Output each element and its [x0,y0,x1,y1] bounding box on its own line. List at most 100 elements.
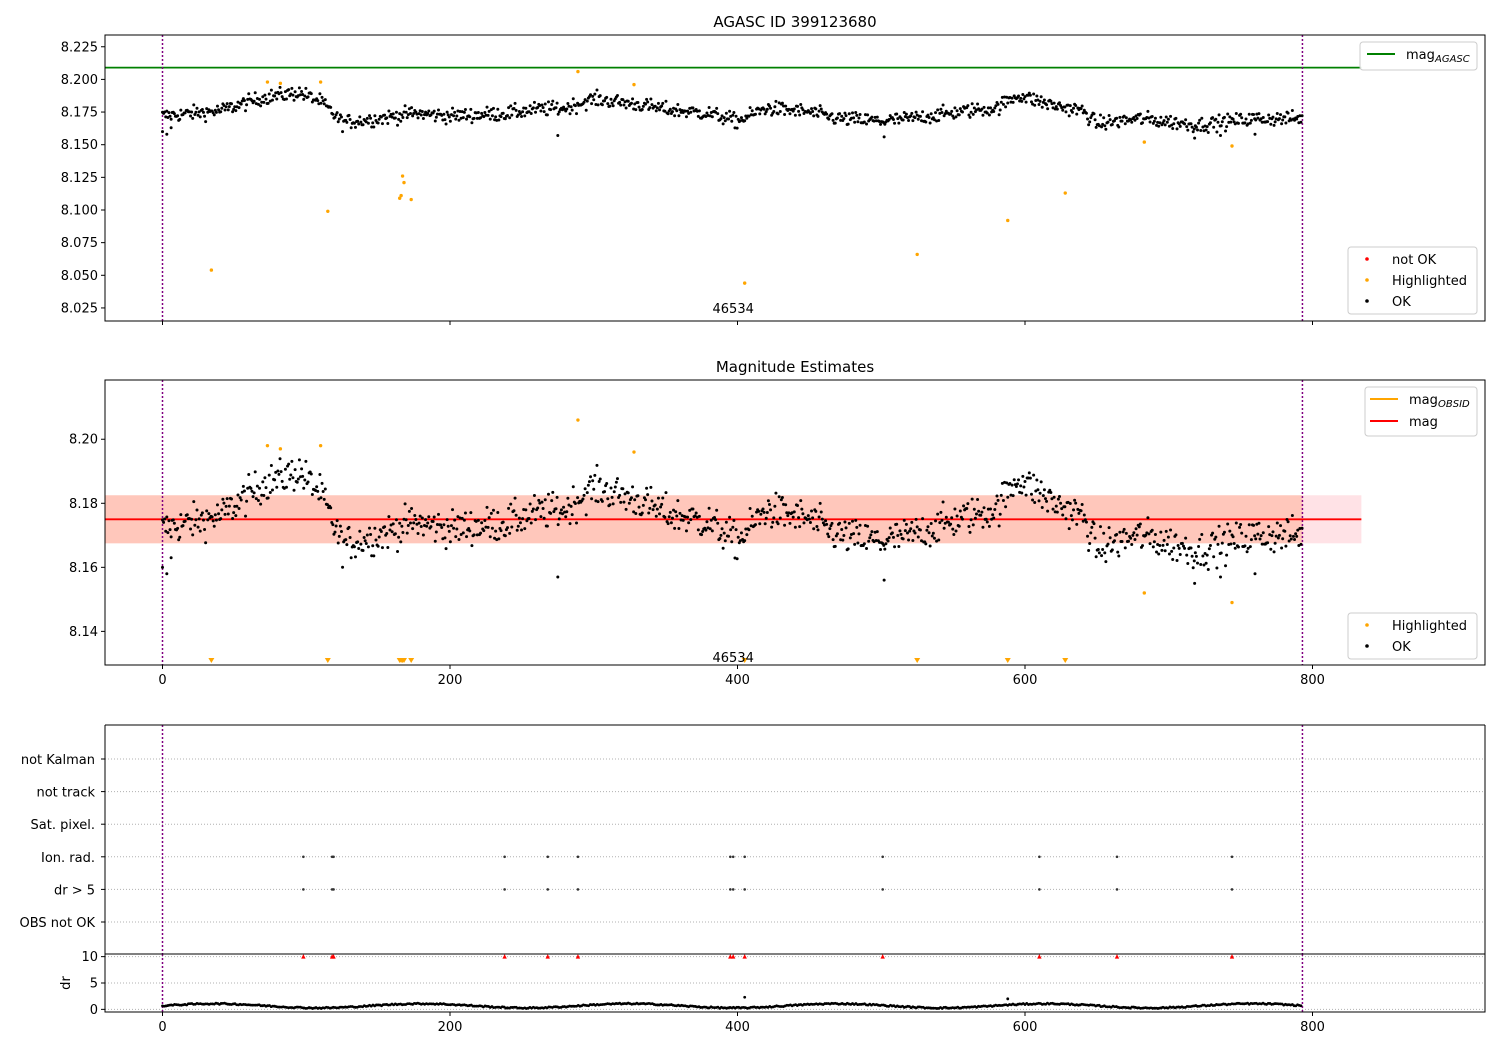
ok-point [715,106,719,110]
ok-point [1261,116,1265,120]
x-tick-label: 400 [725,673,750,688]
ok-point [234,514,238,518]
ok-point [486,113,490,117]
ok-point [1298,526,1302,530]
ok-point [769,106,773,110]
ok-point [183,111,187,115]
ok-point [457,538,461,541]
ok-point [664,99,668,103]
ok-point [610,495,614,499]
ok-point [1164,529,1168,533]
ok-point [1056,497,1060,501]
ok-point [516,113,520,117]
ok-point [721,122,725,126]
ok-point [1165,542,1169,546]
ok-point [253,91,257,95]
ok-point [527,110,531,114]
legend-label: Highlighted [1392,274,1467,289]
ok-point [1287,539,1291,543]
ok-point [1166,535,1170,539]
ok-point [165,132,169,136]
ok-point [1295,534,1299,538]
ok-point [226,108,230,112]
ok-point [592,487,596,491]
ok-point [566,101,570,105]
ok-point [636,494,640,498]
ok-point [349,556,353,560]
ok-point [1217,524,1221,528]
ok-point [331,112,335,116]
ok-point [316,99,320,103]
ok-point [528,104,532,108]
ok-point [465,535,469,539]
ok-point [169,117,173,121]
ok-point [1291,534,1295,538]
below-range-marker [1062,658,1069,663]
ok-point [1058,101,1061,105]
ok-point [421,533,425,537]
ok-point [771,520,775,524]
ok-point [764,110,768,114]
ok-point [1256,532,1260,536]
ok-point [835,116,839,120]
ok-point [345,120,349,124]
ok-point [486,525,490,529]
ok-point [1100,554,1104,558]
ok-point [554,507,558,511]
ok-point [857,116,861,120]
ok-point [851,519,854,523]
ok-point [517,516,521,520]
ok-point [446,524,450,528]
ok-point [227,105,231,109]
ok-point [1093,118,1097,122]
ok-point [634,511,638,515]
ok-point [582,100,586,104]
ok-point [904,112,908,116]
ok-point [371,121,375,125]
ok-point [1248,545,1252,549]
ok-point [434,530,438,534]
ok-point [358,529,362,533]
ok-point [852,532,856,536]
flag-point [503,888,506,891]
ok-point [1104,127,1108,131]
ok-point [820,517,824,521]
ok-point [515,528,519,532]
ok-point [211,519,215,523]
ok-point [1252,113,1256,117]
ok-point [1198,537,1202,541]
ok-point [641,104,645,108]
ok-point [264,486,268,490]
ok-point [304,86,308,90]
ok-point [300,90,304,94]
ok-point [842,534,846,538]
ok-point [886,539,890,543]
ok-point [532,493,536,497]
ok-point [1208,544,1212,548]
ok-point [379,115,383,119]
ok-point [645,486,649,490]
ok-point [359,120,363,124]
ok-point [190,517,194,521]
ok-point [1148,120,1152,124]
ok-point [419,113,423,117]
ok-point [1206,131,1210,135]
ok-point [496,510,500,514]
ok-point [1011,494,1015,498]
ok-point [1234,521,1238,525]
ok-point [958,509,962,513]
ok-point [391,522,395,526]
ok-point [219,110,223,114]
ok-point [1224,564,1228,568]
ok-point [1015,482,1019,486]
below-range-marker [914,658,921,663]
ok-point [694,511,698,515]
ok-point [1020,99,1024,103]
ok-point [1070,518,1074,522]
ok-point [393,116,397,120]
flag-point [546,888,550,891]
ok-point [1011,100,1015,104]
ok-point [1201,554,1205,558]
ok-point [529,112,533,116]
ok-point [509,104,513,108]
